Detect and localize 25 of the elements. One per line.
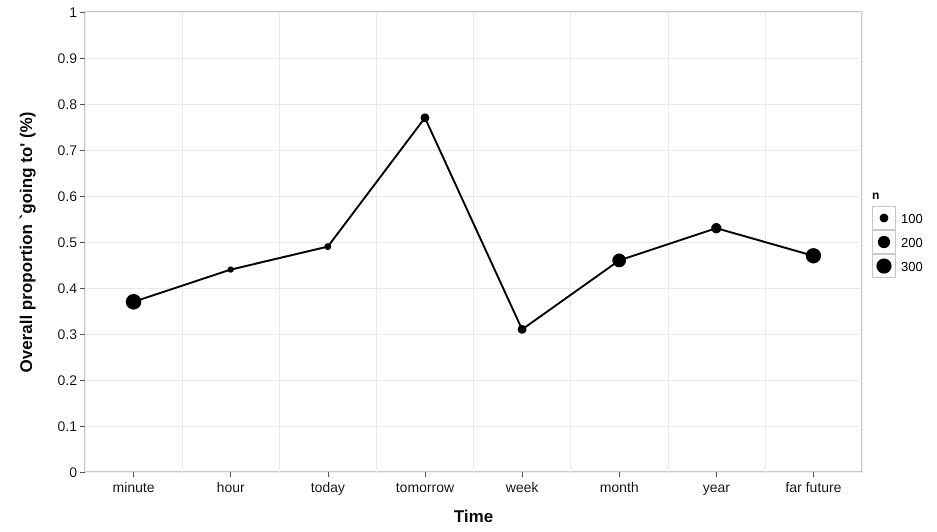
x-tick-label: tomorrow [396,479,455,495]
y-tick-label: 0.1 [58,418,78,434]
legend-label: 300 [901,258,923,274]
x-tick-label: today [310,479,345,495]
x-tick-label: week [504,479,540,495]
y-tick-label: 0.6 [58,188,78,204]
y-tick-label: 0.3 [58,326,78,342]
x-tick-label: far future [785,479,842,495]
y-tick-label: 0.4 [58,280,78,296]
y-axis-title: Overall proportion `going to' (%) [17,112,36,372]
y-tick-label: 0 [69,464,78,480]
y-tick-label: 0.2 [58,372,78,388]
x-tick-label: year [702,479,730,495]
x-tick-label: hour [216,479,246,495]
y-tick-label: 0.5 [58,234,78,250]
x-tick-label: minute [112,479,155,495]
x-axis-title: Time [454,507,494,526]
legend-label: 100 [901,210,923,226]
legend-label: 200 [901,234,923,250]
y-tick-label: 1 [69,4,78,20]
legend-title: n [872,188,880,202]
y-tick-label: 0.8 [58,96,78,112]
y-tick-label: 0.9 [58,50,78,66]
x-tick-label: month [600,479,639,495]
y-tick-label: 0.7 [58,142,78,158]
